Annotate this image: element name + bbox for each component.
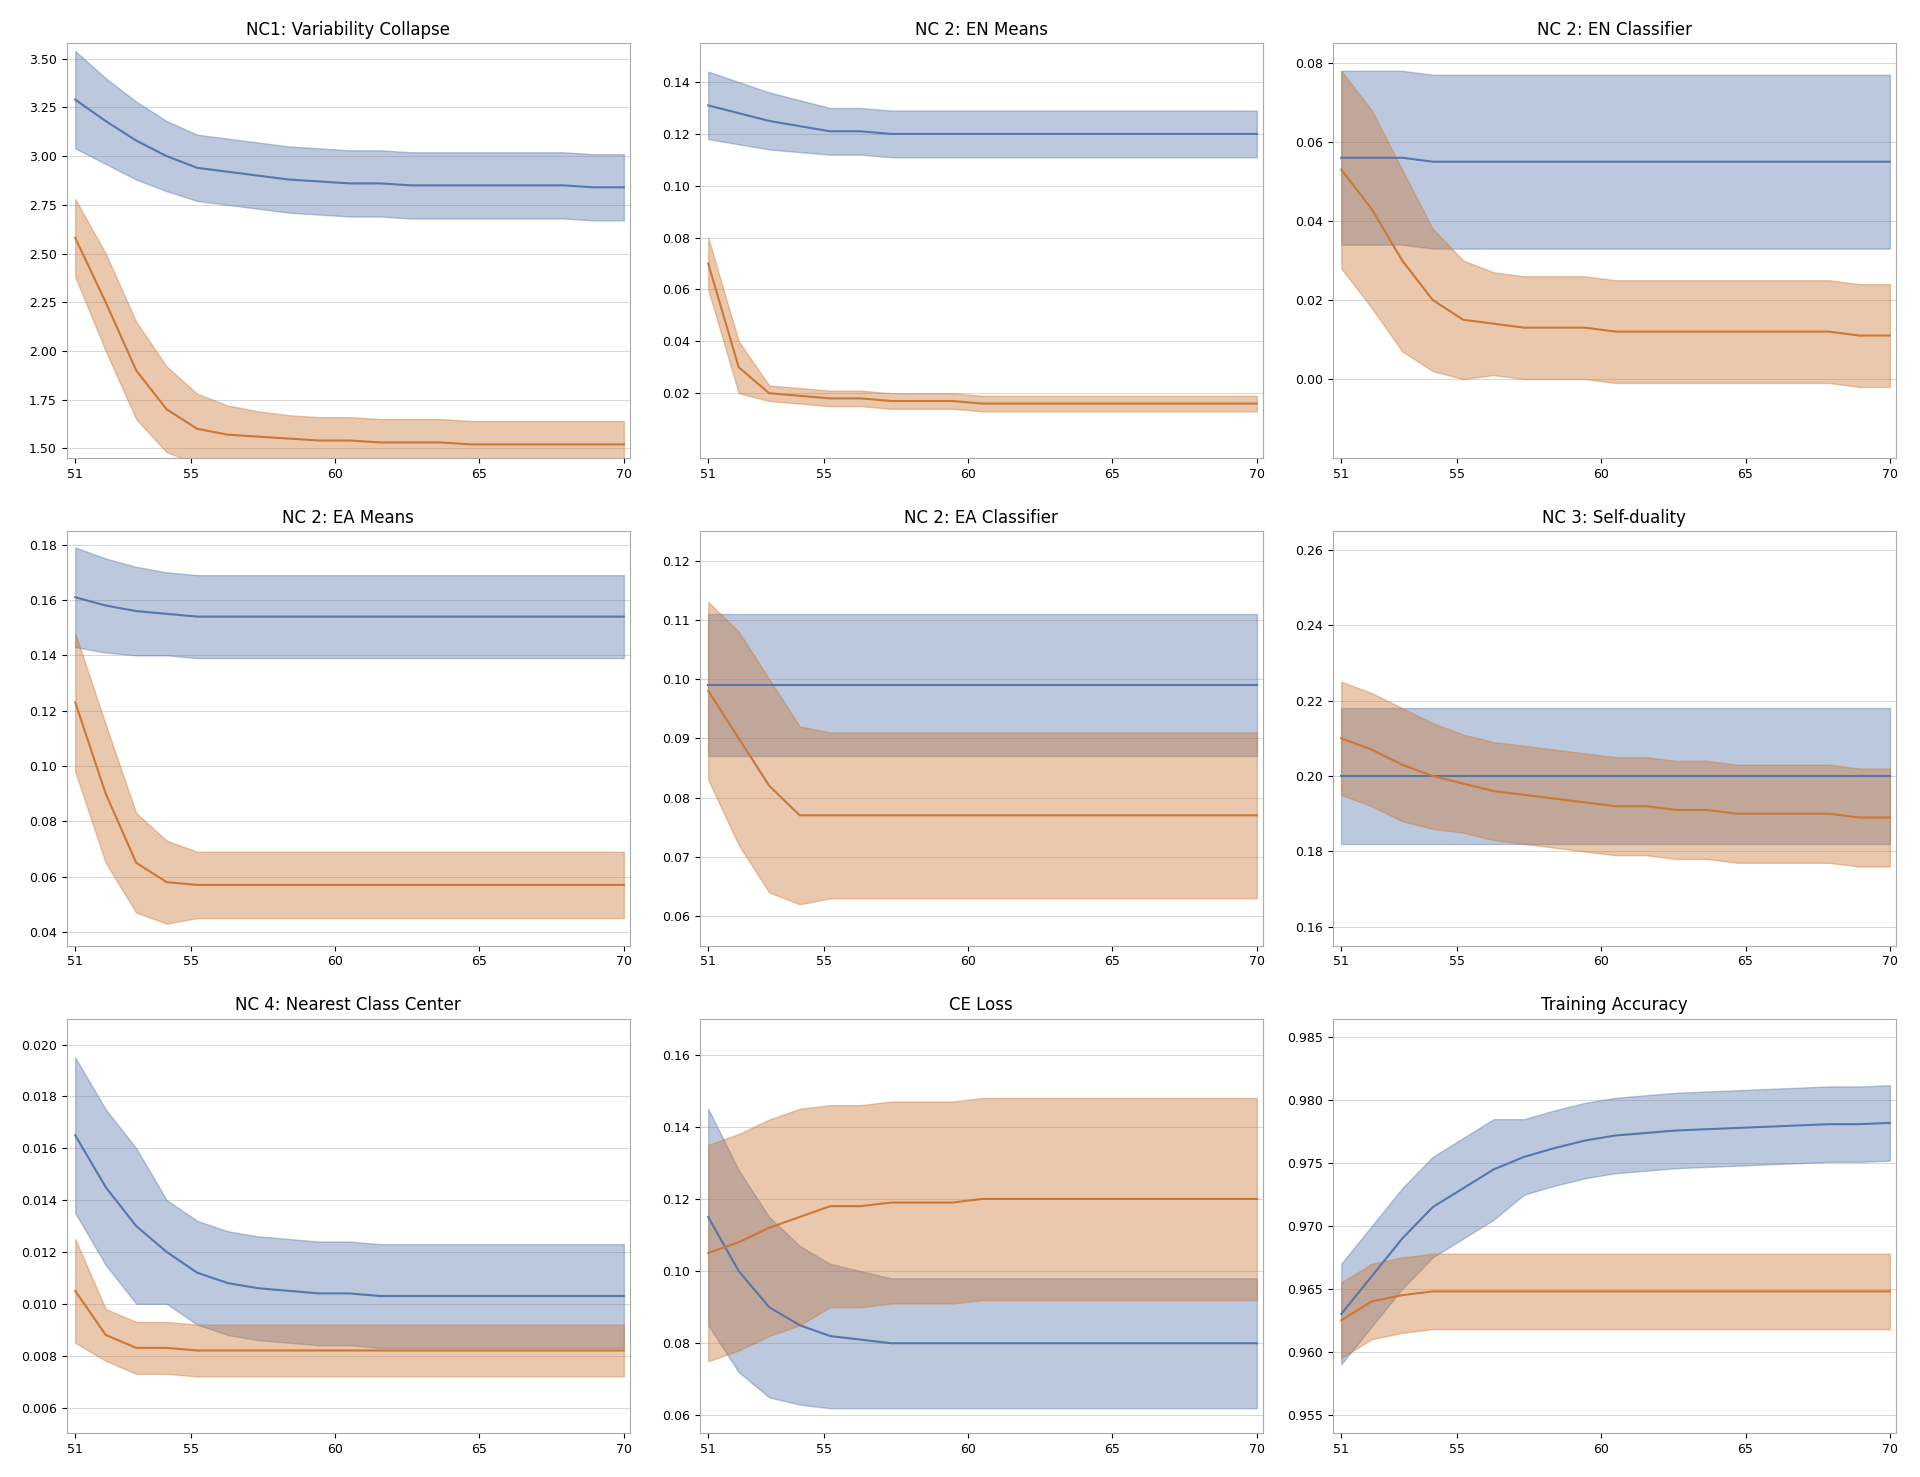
Title: NC 3: Self-duality: NC 3: Self-duality (1542, 508, 1686, 526)
Title: CE Loss: CE Loss (948, 997, 1014, 1015)
Title: NC 2: EA Means: NC 2: EA Means (282, 508, 415, 526)
Title: Training Accuracy: Training Accuracy (1542, 997, 1688, 1015)
Title: NC1: Variability Collapse: NC1: Variability Collapse (246, 21, 449, 38)
Title: NC 2: EN Means: NC 2: EN Means (914, 21, 1048, 38)
Title: NC 2: EN Classifier: NC 2: EN Classifier (1536, 21, 1692, 38)
Title: NC 2: EA Classifier: NC 2: EA Classifier (904, 508, 1058, 526)
Title: NC 4: Nearest Class Center: NC 4: Nearest Class Center (236, 997, 461, 1015)
